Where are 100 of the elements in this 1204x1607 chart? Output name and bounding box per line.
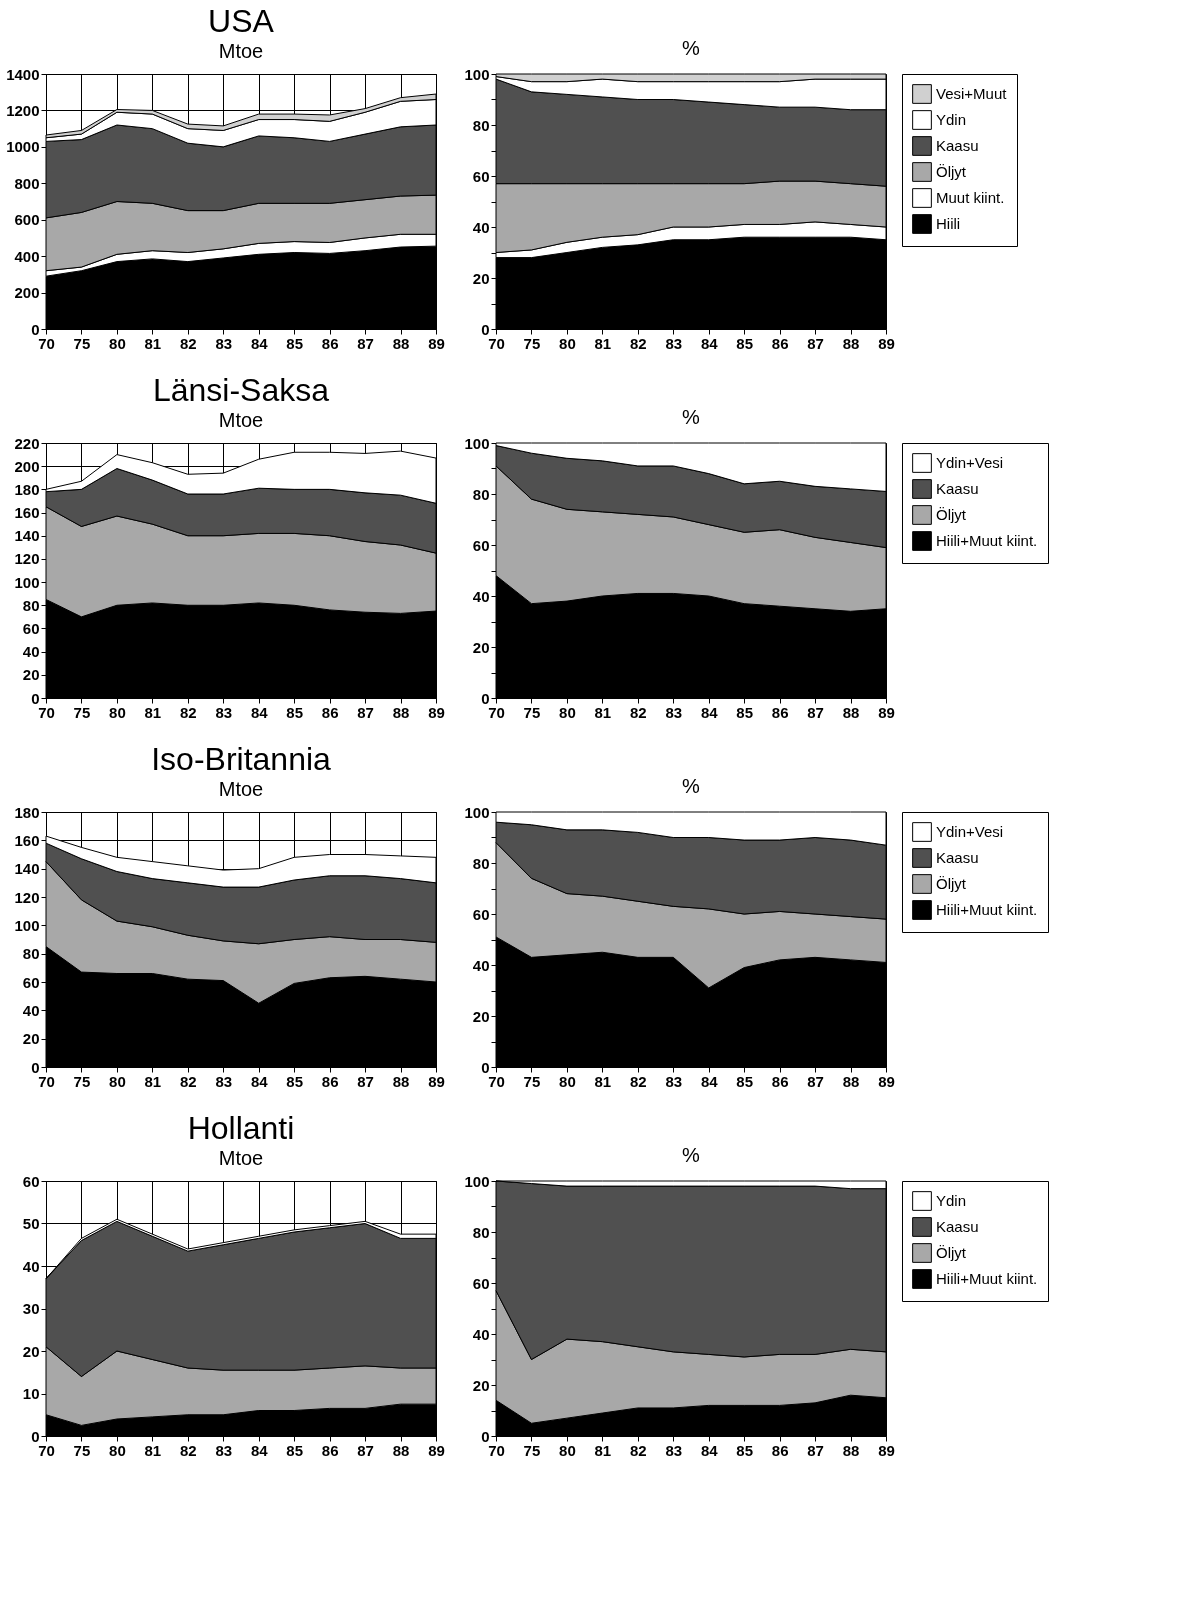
y-tick-label: 0 bbox=[31, 1427, 40, 1445]
y-tick-label: 20 bbox=[472, 1007, 490, 1025]
y-tick-label: 180 bbox=[14, 480, 40, 498]
y-tick-label: 100 bbox=[14, 916, 40, 934]
legend-label: Kaasu bbox=[936, 137, 979, 154]
x-tick-label: 88 bbox=[842, 703, 860, 721]
y-tick-label: 160 bbox=[14, 831, 40, 849]
x-tick-label: 89 bbox=[428, 1072, 445, 1090]
x-tick-label: 88 bbox=[392, 1441, 410, 1459]
y-tick-label: 80 bbox=[22, 945, 40, 963]
y-tick-label: 40 bbox=[22, 643, 40, 661]
legend-label: Hiili+Muut kiint. bbox=[936, 532, 1038, 549]
x-tick-label: 75 bbox=[73, 1441, 91, 1459]
y-tick-label: 20 bbox=[472, 638, 490, 656]
x-tick-label: 80 bbox=[109, 1072, 126, 1090]
y-tick-label: 60 bbox=[472, 905, 490, 923]
y-tick-label: 0 bbox=[481, 1427, 490, 1445]
y-tick-label: 40 bbox=[472, 956, 490, 974]
x-tick-label: 85 bbox=[736, 1072, 754, 1090]
x-tick-label: 80 bbox=[109, 703, 126, 721]
y-tick-label: 600 bbox=[14, 211, 40, 229]
x-tick-label: 87 bbox=[807, 703, 824, 721]
x-tick-label: 88 bbox=[392, 1072, 410, 1090]
x-tick-label: 86 bbox=[321, 703, 339, 721]
x-tick-label: 84 bbox=[700, 1072, 719, 1090]
legend-label: Hiili+Muut kiint. bbox=[936, 1270, 1038, 1287]
x-tick-label: 86 bbox=[321, 334, 339, 352]
y-tick-label: 0 bbox=[481, 320, 490, 338]
x-tick-label: 75 bbox=[73, 703, 91, 721]
x-tick-label: 85 bbox=[286, 334, 304, 352]
x-tick-label: 86 bbox=[321, 1072, 339, 1090]
x-tick-label: 81 bbox=[144, 703, 162, 721]
x-tick-label: 86 bbox=[771, 1072, 789, 1090]
x-tick-label: 70 bbox=[38, 334, 55, 352]
y-tick-label: 100 bbox=[464, 65, 490, 83]
x-tick-label: 84 bbox=[700, 1441, 719, 1459]
y-tick-label: 120 bbox=[14, 550, 40, 568]
x-tick-label: 84 bbox=[250, 1441, 269, 1459]
x-tick-label: 87 bbox=[357, 1072, 374, 1090]
x-tick-label: 80 bbox=[559, 1072, 576, 1090]
y-tick-label: 60 bbox=[472, 1274, 490, 1292]
x-tick-label: 75 bbox=[523, 1072, 541, 1090]
x-tick-label: 82 bbox=[629, 334, 647, 352]
chart-title: USA bbox=[208, 3, 275, 39]
x-tick-label: 70 bbox=[488, 1072, 505, 1090]
x-tick-label: 82 bbox=[179, 1072, 197, 1090]
y-tick-label: 60 bbox=[472, 167, 490, 185]
x-tick-label: 82 bbox=[179, 1441, 197, 1459]
x-tick-label: 89 bbox=[878, 1072, 895, 1090]
chart-subtitle: % bbox=[682, 406, 701, 428]
x-tick-label: 88 bbox=[392, 334, 410, 352]
x-tick-label: 84 bbox=[250, 334, 269, 352]
legend-label: Öljyt bbox=[936, 163, 967, 180]
x-tick-label: 83 bbox=[215, 1072, 233, 1090]
x-tick-label: 70 bbox=[488, 334, 505, 352]
y-tick-label: 60 bbox=[472, 536, 490, 554]
legend-label: Vesi+Muut bbox=[936, 85, 1008, 102]
y-tick-label: 0 bbox=[31, 320, 40, 338]
y-tick-label: 20 bbox=[22, 666, 40, 684]
x-tick-label: 88 bbox=[842, 1072, 860, 1090]
x-tick-label: 88 bbox=[842, 1441, 860, 1459]
x-tick-label: 82 bbox=[179, 334, 197, 352]
x-tick-label: 87 bbox=[357, 334, 374, 352]
x-tick-label: 83 bbox=[215, 1441, 233, 1459]
legend-label: Ydin+Vesi bbox=[936, 823, 1004, 840]
x-tick-label: 81 bbox=[594, 1441, 612, 1459]
x-tick-label: 81 bbox=[144, 334, 162, 352]
x-tick-label: 86 bbox=[771, 1441, 789, 1459]
y-tick-label: 1000 bbox=[6, 138, 40, 156]
chart-subtitle: Mtoe bbox=[218, 409, 264, 431]
x-tick-label: 80 bbox=[559, 334, 576, 352]
x-tick-label: 89 bbox=[428, 1441, 445, 1459]
chart-subtitle: Mtoe bbox=[218, 778, 264, 800]
x-tick-label: 83 bbox=[665, 1072, 683, 1090]
y-tick-label: 120 bbox=[14, 888, 40, 906]
chart-subtitle: % bbox=[682, 775, 701, 797]
x-tick-label: 82 bbox=[629, 1072, 647, 1090]
x-tick-label: 89 bbox=[428, 334, 445, 352]
x-tick-label: 87 bbox=[807, 1072, 824, 1090]
legend-label: Hiili+Muut kiint. bbox=[936, 901, 1038, 918]
y-tick-label: 1400 bbox=[6, 65, 40, 83]
x-tick-label: 81 bbox=[144, 1072, 162, 1090]
y-tick-label: 20 bbox=[472, 1376, 490, 1394]
x-tick-label: 81 bbox=[144, 1441, 162, 1459]
x-tick-label: 75 bbox=[523, 1441, 541, 1459]
y-tick-label: 100 bbox=[464, 434, 490, 452]
x-tick-label: 70 bbox=[38, 1441, 55, 1459]
x-tick-label: 70 bbox=[38, 1072, 55, 1090]
x-tick-label: 80 bbox=[109, 334, 126, 352]
x-tick-label: 75 bbox=[73, 1072, 91, 1090]
legend-label: Hiili bbox=[936, 215, 961, 232]
x-tick-label: 80 bbox=[109, 1441, 126, 1459]
x-tick-label: 83 bbox=[215, 703, 233, 721]
x-tick-label: 70 bbox=[38, 703, 55, 721]
y-tick-label: 400 bbox=[14, 247, 40, 265]
legend-label: Kaasu bbox=[936, 849, 979, 866]
x-tick-label: 81 bbox=[594, 1072, 612, 1090]
y-tick-label: 800 bbox=[14, 174, 40, 192]
legend-label: Muut kiint. bbox=[936, 189, 1005, 206]
legend-label: Öljyt bbox=[936, 875, 967, 892]
